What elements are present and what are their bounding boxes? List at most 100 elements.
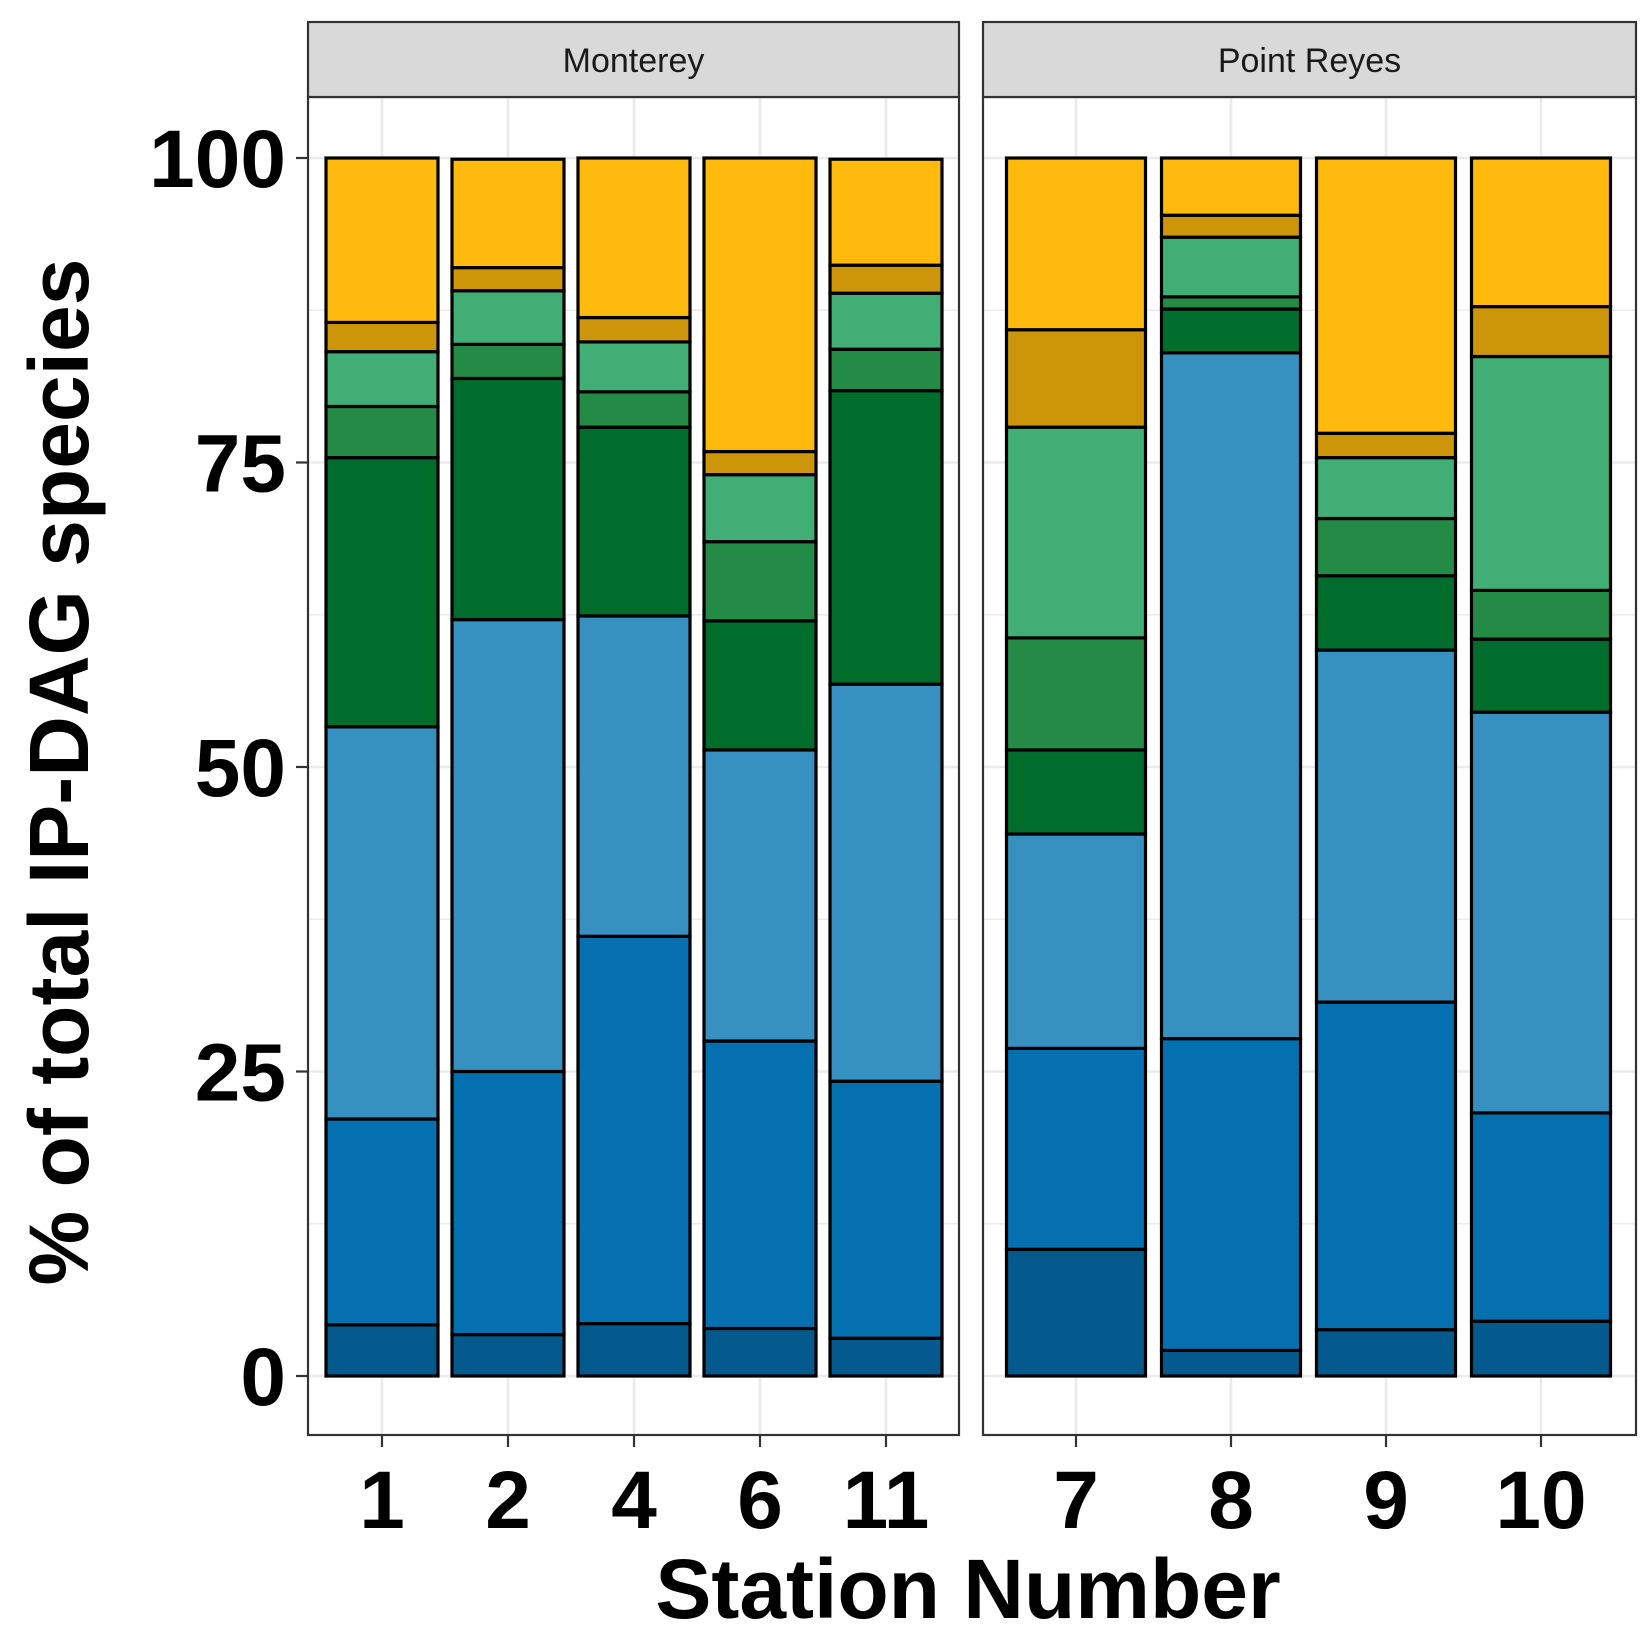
bar-segment	[1469, 156, 1613, 309]
bar-segment	[1004, 156, 1148, 332]
bar-station-11	[828, 157, 944, 1378]
bar-segment	[1004, 832, 1148, 1050]
bar-segment	[1469, 304, 1613, 359]
bar-segment	[1004, 1046, 1148, 1251]
bar-segment	[324, 1117, 440, 1327]
bar-segment	[1004, 748, 1148, 836]
bar-segment	[1469, 354, 1613, 592]
bar-segment	[1469, 588, 1613, 641]
facet-label: Monterey	[563, 42, 705, 80]
y-axis-title: % of total IP-DAG species	[12, 259, 106, 1286]
bar-segment	[1469, 637, 1613, 714]
bar-segment	[1004, 425, 1148, 640]
bar-segment	[576, 340, 692, 394]
bar-segment	[702, 748, 818, 1043]
facet-strip	[306, 20, 961, 99]
x-tick-label: 1	[359, 1455, 405, 1546]
bar-segment	[450, 342, 566, 381]
bar-station-10	[1469, 156, 1613, 1378]
bar-segment	[450, 618, 566, 1074]
bar-segment	[1314, 456, 1458, 521]
bar-segment	[702, 449, 818, 477]
bar-segment	[576, 1322, 692, 1378]
x-tick-label: 8	[1208, 1455, 1254, 1546]
panels: Monterey 1 2 4 6 11 Point Reyes 7 8 9 10	[306, 20, 1638, 1546]
panel-monterey: Monterey 1 2 4 6 11	[306, 20, 961, 1546]
bar-segment	[324, 1323, 440, 1378]
bar-segment	[324, 456, 440, 729]
facet-label: Point Reyes	[1218, 42, 1401, 80]
bar-segment	[450, 376, 566, 622]
bar-station-1	[324, 156, 440, 1378]
bar-segment	[702, 1326, 818, 1378]
bar-segment	[450, 289, 566, 346]
bar-segment	[828, 291, 944, 351]
x-axis-title: Station Number	[655, 1542, 1280, 1636]
x-tick-label: 4	[611, 1455, 657, 1546]
bar-station-4	[576, 156, 692, 1378]
bar-segment	[576, 390, 692, 429]
bar-station-7	[1004, 156, 1148, 1378]
bar-segment	[702, 1039, 818, 1331]
bar-segment	[1314, 574, 1458, 652]
facet-strip	[981, 20, 1638, 99]
bar-segment	[576, 934, 692, 1326]
bar-segment	[1004, 636, 1148, 752]
y-axis: 0 25 50 75 100	[149, 114, 308, 1423]
bar-segment	[1314, 648, 1458, 1004]
bar-segment	[1159, 235, 1303, 299]
bar-segment	[1314, 156, 1458, 435]
bar-segment	[1469, 1111, 1613, 1323]
bar-segment	[450, 1069, 566, 1337]
panel-point-reyes: Point Reyes 7 8 9 10	[981, 20, 1638, 1546]
y-tick-label: 50	[195, 723, 286, 814]
x-tick-label: 10	[1495, 1455, 1586, 1546]
bar-segment	[1469, 710, 1613, 1115]
bar-segment	[324, 156, 440, 325]
bar-segment	[702, 619, 818, 752]
y-tick-label: 100	[149, 114, 286, 205]
bar-segment	[1159, 156, 1303, 217]
bar-segment	[828, 389, 944, 686]
bar-station-8	[1159, 156, 1303, 1378]
bar-segment	[828, 347, 944, 393]
bar-segment	[576, 315, 692, 344]
y-tick-label: 0	[240, 1332, 286, 1423]
bar-segment	[828, 1079, 944, 1340]
bar-segment	[702, 156, 818, 454]
bar-station-6	[702, 156, 818, 1378]
bar-segment	[1314, 1000, 1458, 1332]
bar-segment	[576, 614, 692, 938]
bar-segment	[1159, 1037, 1303, 1353]
x-tick-label: 11	[843, 1455, 930, 1546]
bar-segment	[324, 350, 440, 409]
bar-segment	[828, 1336, 944, 1378]
bar-segment	[1159, 295, 1303, 311]
bar-segment	[702, 473, 818, 544]
bar-segment	[324, 320, 440, 354]
bar-segment	[1004, 328, 1148, 429]
bar-segment	[450, 1332, 566, 1378]
bar-segment	[576, 156, 692, 320]
y-tick-label: 75	[195, 419, 286, 510]
bar-segment	[324, 404, 440, 460]
y-tick-label: 25	[195, 1028, 286, 1119]
bar-segment	[828, 157, 944, 267]
bar-segment	[702, 540, 818, 623]
bar-segment	[1314, 1328, 1458, 1378]
x-tick-label: 6	[737, 1455, 783, 1546]
x-tick-label: 9	[1363, 1455, 1409, 1546]
bar-segment	[324, 725, 440, 1121]
bar-segment	[1314, 431, 1458, 460]
bar-segment	[1159, 351, 1303, 1041]
bar-segment	[1004, 1247, 1148, 1378]
bar-segment	[1469, 1319, 1613, 1378]
bar-segment	[576, 425, 692, 618]
bar-segment	[828, 263, 944, 295]
bar-segment	[450, 266, 566, 293]
x-tick-label: 2	[485, 1455, 531, 1546]
bar-station-9	[1314, 156, 1458, 1378]
bar-station-2	[450, 157, 566, 1378]
bar-segment	[450, 157, 566, 270]
